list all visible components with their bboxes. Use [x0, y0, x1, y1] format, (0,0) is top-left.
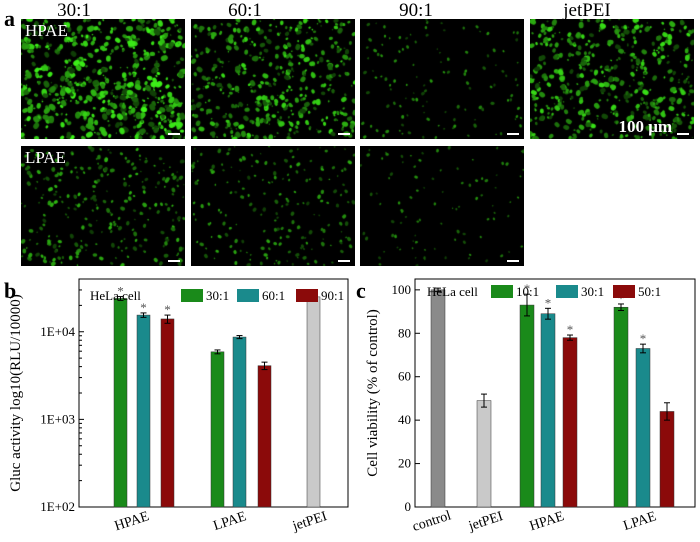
fluorescence-image: [360, 146, 524, 266]
category-label: control: [411, 508, 453, 535]
row-label-lpae: LPAE: [25, 148, 66, 167]
legend-swatch: [181, 289, 203, 302]
row-label-hpae: HPAE: [25, 21, 68, 40]
significance-marker: *: [567, 322, 574, 337]
y-tick-label: 1E+02: [40, 499, 75, 514]
bar: [306, 296, 321, 508]
bar: [635, 348, 651, 508]
category-label: jetPEI: [290, 509, 329, 534]
inset-label: HeLa cell: [90, 288, 141, 303]
micrograph-lpae-90-1: [360, 146, 524, 266]
fluorescence-image: [21, 19, 185, 139]
scale-bar: [507, 260, 519, 262]
scale-bar: [168, 133, 180, 135]
column-label-60-1: 60:1: [228, 0, 262, 21]
y-axis-label: Cell viability (% of control): [365, 309, 381, 476]
chart-b-gluc-activity: 1E+02 1E+03 1E+04 Gluc activity log10(RLU/1…: [8, 278, 349, 535]
legend-label: 10:1: [516, 284, 539, 299]
bar: [519, 304, 535, 508]
micrograph-lpae-60-1: [191, 146, 355, 266]
category-label: LPAE: [622, 509, 659, 534]
y-tick-label: 60: [398, 369, 411, 384]
y-tick-label: 80: [398, 325, 411, 340]
column-label-90-1: 90:1: [399, 0, 433, 21]
scale-bar-label: 100 μm: [618, 117, 672, 136]
panel-a-letter: a: [4, 6, 15, 31]
bar: [136, 314, 151, 508]
y-axis-label: Gluc activity log10(RLU/10000): [8, 294, 24, 491]
panel-c-letter: c: [356, 278, 366, 303]
fluorescence-image: [21, 146, 185, 266]
inset-label: HeLa cell: [427, 284, 478, 299]
significance-marker: *: [140, 300, 147, 315]
category-label: HPAE: [528, 509, 566, 534]
legend-label: 60:1: [262, 288, 285, 303]
y-tick-label: 40: [398, 412, 411, 427]
bar: [160, 318, 175, 508]
legend-swatch: [296, 289, 318, 302]
category-label: jetPEI: [466, 509, 505, 534]
legend-swatch: [556, 285, 578, 298]
legend-swatch: [613, 285, 635, 298]
y-tick-label: 20: [398, 456, 411, 471]
scale-bar: [338, 260, 350, 262]
scale-bar: [507, 133, 519, 135]
significance-marker: *: [524, 281, 531, 296]
significance-marker: *: [545, 295, 552, 310]
bar: [232, 336, 247, 508]
legend-label: 30:1: [581, 284, 604, 299]
micrograph-hpae-jetpei: 100 μm: [530, 19, 694, 139]
y-tick-label: 0: [405, 499, 412, 514]
legend-label: 50:1: [638, 284, 661, 299]
fluorescence-image: [191, 146, 355, 266]
y-tick-label: 100: [392, 282, 412, 297]
bar: [540, 313, 556, 508]
micrograph-hpae-30-1: HPAE: [21, 19, 185, 139]
bar: [113, 298, 128, 508]
significance-marker: *: [117, 284, 124, 299]
micrograph-lpae-30-1: LPAE: [21, 146, 185, 266]
legend-label: 30:1: [206, 288, 229, 303]
column-label-jetpei: jetPEI: [563, 0, 611, 21]
fluorescence-image: [191, 19, 355, 139]
fluorescence-image: [530, 19, 694, 139]
y-tick-label: 1E+03: [40, 411, 75, 426]
y-tick-label: 1E+04: [40, 324, 75, 339]
category-label: LPAE: [212, 509, 249, 534]
category-label: HPAE: [113, 509, 151, 534]
bar: [210, 351, 225, 508]
legend-label: 90:1: [321, 288, 344, 303]
bar: [476, 400, 492, 508]
panel-b-letter: b: [4, 278, 17, 303]
significance-marker: *: [640, 331, 647, 346]
column-label-30-1: 30:1: [57, 0, 91, 21]
legend-swatch: [491, 285, 513, 298]
significance-marker: *: [618, 291, 625, 306]
bar: [562, 337, 578, 508]
micrograph-hpae-90-1: [360, 19, 524, 139]
scale-bar: [338, 133, 350, 135]
scale-bar: [677, 133, 689, 135]
fluorescence-image: [360, 19, 524, 139]
bar: [257, 365, 272, 508]
scale-bar: [168, 260, 180, 262]
significance-marker: *: [164, 302, 171, 317]
micrograph-hpae-60-1: [191, 19, 355, 139]
bar: [430, 289, 446, 508]
bar: [613, 306, 629, 508]
chart-c-cell-viability: 0 20 40 60 80 100 Cell viability (% of control…: [365, 278, 696, 535]
legend-swatch: [237, 289, 259, 302]
bar: [659, 411, 675, 508]
